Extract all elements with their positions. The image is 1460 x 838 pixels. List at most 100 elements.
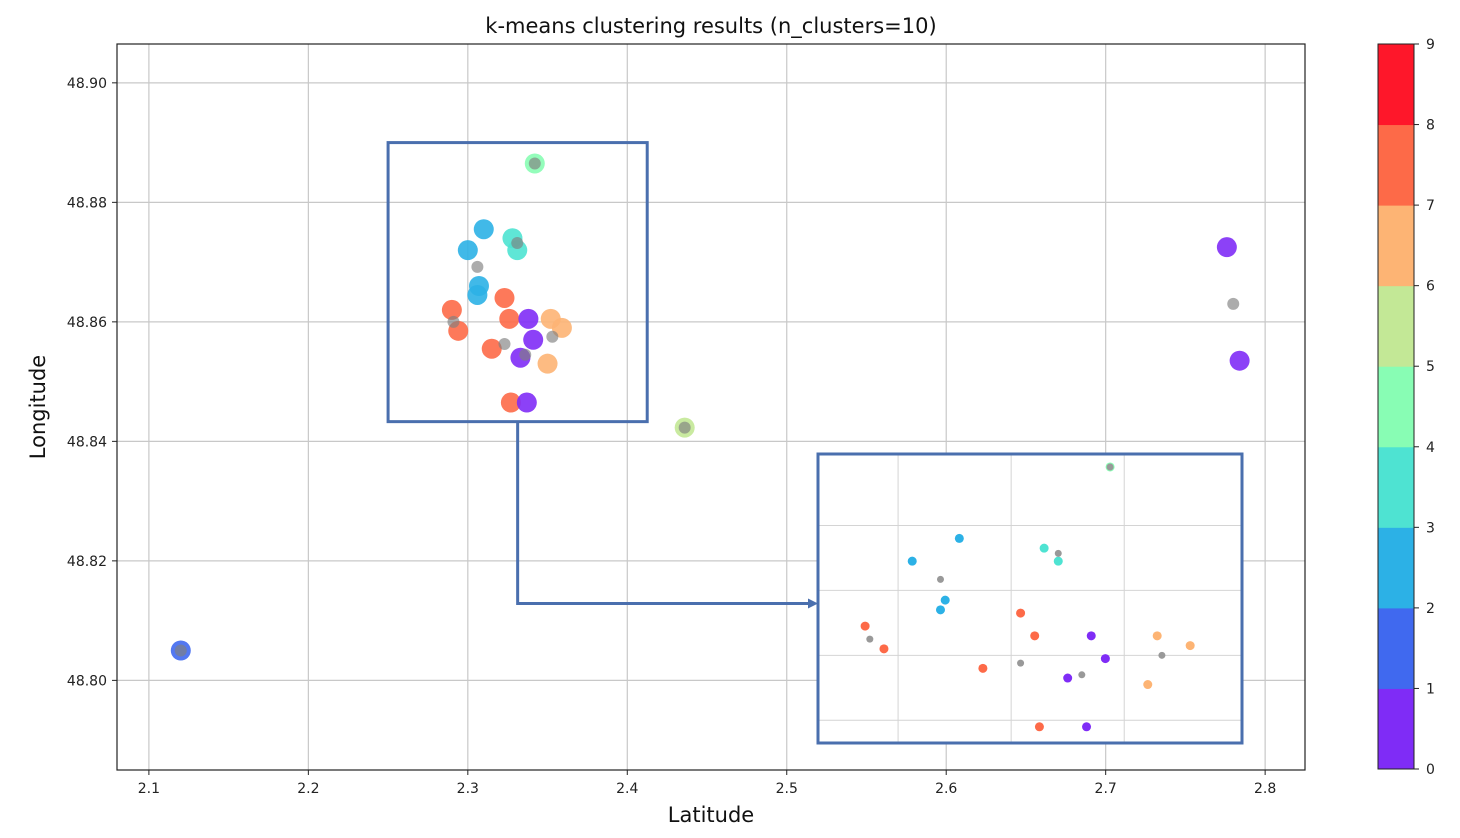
data-point xyxy=(499,308,520,329)
x-tick-label: 2.6 xyxy=(935,781,957,797)
data-point xyxy=(537,353,558,374)
colorbar-tick-label: 9 xyxy=(1426,37,1435,53)
x-tick-label: 2.4 xyxy=(616,781,638,797)
y-tick-label: 48.86 xyxy=(67,315,107,331)
inset-data-point xyxy=(1034,722,1044,732)
centroid-marker xyxy=(528,157,541,170)
inset-centroid-marker xyxy=(866,635,874,643)
data-point xyxy=(473,219,494,240)
x-axis-label: Latitude xyxy=(668,803,754,827)
inset-centroid-marker xyxy=(1106,463,1114,471)
y-axis-label: Longitude xyxy=(26,355,50,459)
inset-data-point xyxy=(1086,631,1096,641)
centroid-marker xyxy=(174,644,187,657)
colorbar-tick-label: 2 xyxy=(1426,601,1435,617)
colorbar-segment xyxy=(1378,446,1414,528)
y-tick-label: 48.90 xyxy=(67,76,107,92)
inset-data-point xyxy=(860,621,870,631)
x-tick-label: 2.3 xyxy=(457,781,479,797)
data-points xyxy=(170,153,1250,661)
x-tick-label: 2.1 xyxy=(138,781,160,797)
colorbar-tick-label: 1 xyxy=(1426,681,1435,697)
data-point xyxy=(1216,237,1237,258)
colorbar-tick-label: 0 xyxy=(1426,762,1435,778)
x-axis-ticks: 2.1 2.2 2.3 2.4 2.5 2.6 2.7 2.8 xyxy=(138,770,1276,797)
colorbar-segment xyxy=(1378,205,1414,287)
inset-data-point xyxy=(1063,673,1073,683)
centroid-marker xyxy=(447,315,460,328)
colorbar-segment xyxy=(1378,285,1414,367)
inset-centroid-marker xyxy=(1017,659,1025,667)
centroid-marker xyxy=(1227,297,1240,310)
data-point xyxy=(457,240,478,261)
colorbar-segment xyxy=(1378,124,1414,206)
inset-centroid-marker xyxy=(1078,671,1086,679)
x-tick-label: 2.7 xyxy=(1095,781,1117,797)
zoom-box xyxy=(386,141,649,424)
data-point xyxy=(494,287,515,308)
inset-data-point xyxy=(940,595,950,605)
y-axis-ticks: 48.80 48.82 48.84 48.86 48.88 48.90 xyxy=(67,76,117,689)
inset-data-point xyxy=(1053,556,1063,566)
inset-centroid-marker xyxy=(1158,651,1166,659)
plot-frame xyxy=(116,43,1306,771)
colorbar-frame xyxy=(1377,43,1415,770)
data-point xyxy=(516,392,537,413)
inset-frame xyxy=(816,452,1244,745)
data-point xyxy=(518,308,539,329)
zoom-annotation xyxy=(386,141,1244,745)
chart-title: k-means clustering results (n_clusters=1… xyxy=(485,14,936,39)
data-point xyxy=(1229,350,1250,371)
centroid-marker xyxy=(511,236,524,249)
inset-data-point xyxy=(1039,543,1049,553)
colorbar-tick-label: 8 xyxy=(1426,118,1435,134)
data-point xyxy=(551,317,572,338)
centroid-marker xyxy=(471,260,484,273)
x-tick-label: 2.8 xyxy=(1254,781,1276,797)
colorbar-segment xyxy=(1378,527,1414,609)
inset-data-point xyxy=(1016,608,1026,618)
colorbar: 0 1 2 3 4 5 6 7 8 9 xyxy=(1377,37,1435,778)
inset-data-point xyxy=(1152,631,1162,641)
colorbar-segment xyxy=(1378,44,1414,126)
y-tick-label: 48.84 xyxy=(67,434,107,450)
centroid-marker xyxy=(519,348,532,361)
centroid-markers xyxy=(174,157,1240,657)
data-point xyxy=(481,338,502,359)
inset-centroid-marker xyxy=(936,575,944,583)
inset-data-point xyxy=(1100,654,1110,664)
centroid-marker xyxy=(678,421,691,434)
inset-data-point xyxy=(879,644,889,654)
inset-centroid-marker xyxy=(1054,549,1062,557)
colorbar-tick-label: 3 xyxy=(1426,520,1435,536)
colorbar-tick-label: 5 xyxy=(1426,359,1435,375)
x-tick-label: 2.2 xyxy=(297,781,319,797)
centroid-marker xyxy=(498,337,511,350)
colorbar-segment xyxy=(1378,688,1414,770)
inset-data-point xyxy=(1143,680,1153,690)
zoom-connector-line xyxy=(516,421,810,605)
inset-background xyxy=(818,454,1242,743)
colorbar-segment xyxy=(1378,607,1414,689)
inset-data-point xyxy=(1082,722,1092,732)
data-point xyxy=(467,284,488,305)
y-tick-label: 48.82 xyxy=(67,554,107,570)
inset-data-point xyxy=(978,663,988,673)
inset-data-point xyxy=(935,605,945,615)
colorbar-segment xyxy=(1378,366,1414,448)
colorbar-tick-label: 4 xyxy=(1426,440,1435,456)
arrow-head-icon xyxy=(808,598,818,609)
centroid-marker xyxy=(546,330,559,343)
y-tick-label: 48.80 xyxy=(67,673,107,689)
colorbar-tick-label: 7 xyxy=(1426,198,1435,214)
data-point xyxy=(500,392,521,413)
inset-data-point xyxy=(1185,641,1195,651)
data-point xyxy=(523,329,544,350)
x-tick-label: 2.5 xyxy=(776,781,798,797)
y-tick-label: 48.88 xyxy=(67,195,107,211)
colorbar-tick-label: 6 xyxy=(1426,279,1435,295)
data-point xyxy=(441,299,462,320)
inset-data-point xyxy=(954,533,964,543)
inset-data-point xyxy=(1030,631,1040,641)
